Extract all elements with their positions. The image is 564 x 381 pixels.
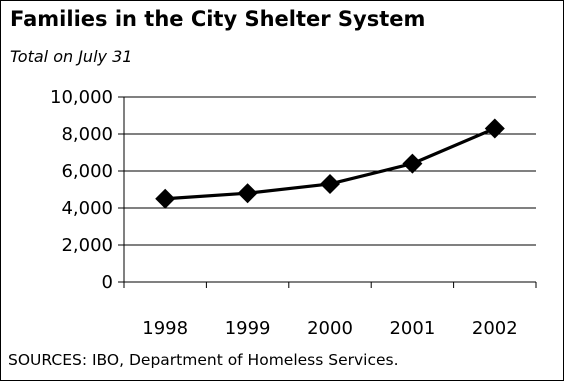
x-tick-label: 2000 [307,318,353,339]
y-tick-label: 2,000 [61,235,113,256]
y-tick-label: 10,000 [50,87,113,108]
y-tick-label: 4,000 [61,198,113,219]
data-point-diamond [484,118,505,139]
data-point-diamond [237,183,258,204]
x-tick-label: 1999 [225,318,271,339]
x-tick-label: 1998 [142,318,188,339]
chart-subtitle: Total on July 31 [10,47,133,66]
x-axis-tick-labels: 1998 1999 2000 2001 2002 [142,318,517,339]
data-point-diamond [155,188,176,209]
x-tick-label: 2001 [389,318,435,339]
x-tick-label: 2002 [472,318,518,339]
data-point-diamond [320,173,340,194]
y-tick-label: 6,000 [61,161,113,182]
axes [118,96,537,288]
data-point-diamond [402,153,423,174]
series [155,118,505,209]
y-tick-label: 8,000 [61,124,113,145]
gridlines [124,96,536,246]
chart-source: SOURCES: IBO, Department of Homeless Ser… [8,351,399,369]
y-axis-tick-labels: 0 2,000 4,000 6,000 8,000 10,000 [50,87,113,293]
chart-title: Families in the City Shelter System [10,7,426,31]
y-tick-label: 0 [102,272,113,293]
